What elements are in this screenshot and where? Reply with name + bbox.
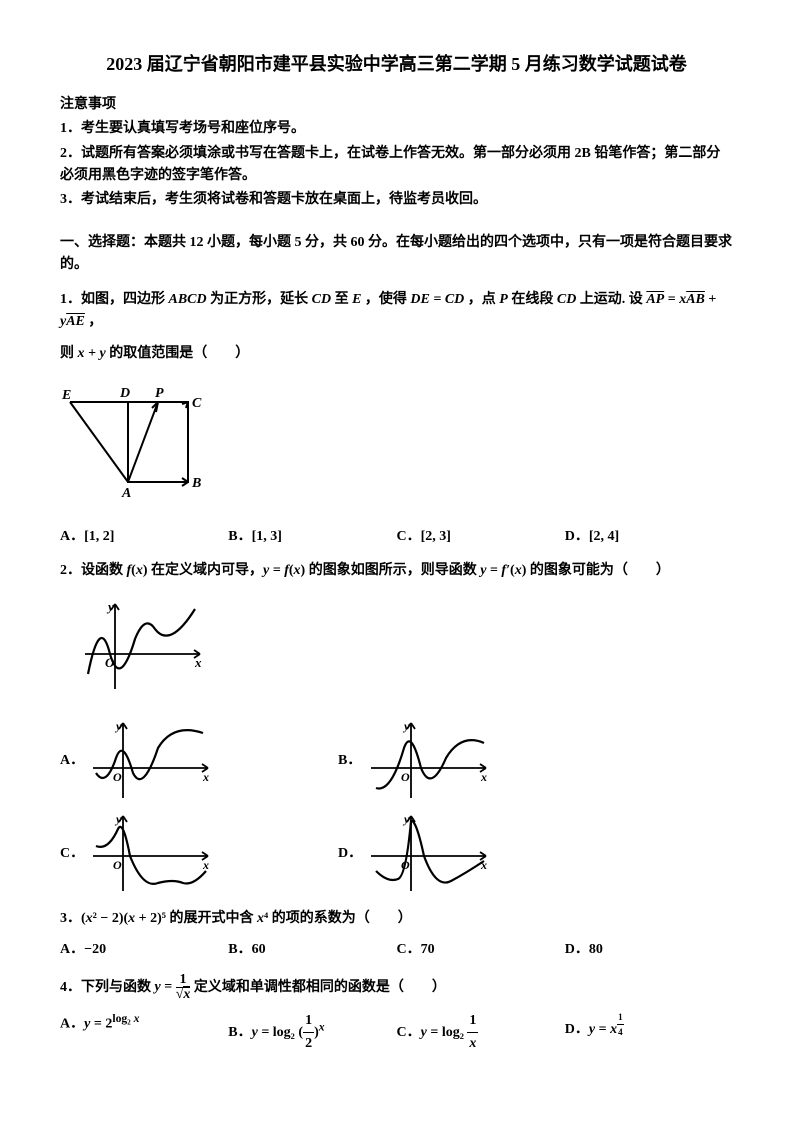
notice-item-3: 3．考试结束后，考生须将试卷和答题卡放在桌面上，待监考员收回。 <box>60 189 733 211</box>
svg-text:y: y <box>402 812 410 826</box>
q4-optD-pre: D． <box>565 1022 589 1037</box>
q2-text: 2．设函数 f(x) 在定义域内可导，y = f(x) 的图象如图所示，则导函数… <box>60 563 670 578</box>
notice-block: 注意事项 1．考生要认真填写考场号和座位序号。 2．试题所有答案必须填涂或书写在… <box>60 94 733 212</box>
question-4: 4．下列与函数 y = 1 √x 定义域和单调性都相同的函数是（ ） <box>60 973 733 1002</box>
svg-text:P: P <box>155 386 164 401</box>
q1-m2: 至 <box>331 292 352 307</box>
svg-text:O: O <box>401 770 410 784</box>
notice-item-2: 2．试题所有答案必须填涂或书写在答题卡上，在试卷上作答无效。第一部分必须用 2B… <box>60 143 733 188</box>
q2-labelB: B． <box>338 750 358 772</box>
q2-graphB: y x O <box>366 718 496 803</box>
question-3: 3．(x² − 2)(x + 2)⁵ 的展开式中含 x⁴ 的项的系数为（ ） <box>60 908 733 930</box>
q4-optC-pre: C． <box>397 1025 421 1040</box>
q1-prefix: 1．如图，四边形 <box>60 292 169 307</box>
q1-diagram: E D P C A B <box>60 382 210 502</box>
q3-optB: B．60 <box>228 939 396 961</box>
q1-m6: 上运动. 设 <box>576 292 646 307</box>
notice-item-1: 1．考生要认真填写考场号和座位序号。 <box>60 118 733 140</box>
svg-text:O: O <box>401 858 410 872</box>
svg-text:y: y <box>106 599 114 614</box>
q3-optC: C．70 <box>397 939 565 961</box>
svg-text:O: O <box>113 858 122 872</box>
q4-suffix: 定义域和单调性都相同的函数是（ ） <box>194 980 446 995</box>
q2-graphC: y x O <box>88 811 218 896</box>
question-2: 2．设函数 f(x) 在定义域内可导，y = f(x) 的图象如图所示，则导函数… <box>60 560 733 582</box>
q1-svg: E D P C A B <box>60 382 210 502</box>
q1-text: 1．如图，四边形 ABCD 为正方形，延长 CD 至 E ，使得 DE = CD… <box>60 292 716 329</box>
q1-optD: D．[2, 4] <box>565 526 733 548</box>
q1-options: A．[1, 2] B．[1, 3] C．[2, 3] D．[2, 4] <box>60 526 733 548</box>
q4-optB-pre: B． <box>228 1025 251 1040</box>
notice-header: 注意事项 <box>60 94 733 116</box>
svg-text:x: x <box>202 770 209 784</box>
svg-text:y: y <box>114 812 122 826</box>
q4-optA: A．y = 2log₂ x <box>60 1010 228 1056</box>
q4-options: A．y = 2log₂ x B．y = log₂ (12)x C．y = log… <box>60 1010 733 1056</box>
q2-main-svg: y x O <box>80 599 210 694</box>
q4-optB: B．y = log₂ (12)x <box>228 1010 396 1056</box>
q1-optA: A．[1, 2] <box>60 526 228 548</box>
svg-text:E: E <box>61 388 71 403</box>
q2-labelA: A． <box>60 750 80 772</box>
svg-text:y: y <box>402 719 410 733</box>
svg-text:C: C <box>192 396 202 411</box>
q1-optB: B．[1, 3] <box>228 526 396 548</box>
q1-m7: ， <box>85 314 103 329</box>
section1-header: 一、选择题：本题共 12 小题，每小题 5 分，共 60 分。在每小题给出的四个… <box>60 232 733 277</box>
q4-optD: D．y = x14 <box>565 1010 733 1056</box>
q4-optA-pre: A． <box>60 1017 84 1032</box>
q1-m1: 为正方形，延长 <box>207 292 312 307</box>
q2-graphD: y x O <box>366 811 496 896</box>
q4-optC: C．y = log₂ 1x <box>397 1010 565 1056</box>
q1-m3: ，使得 <box>361 292 410 307</box>
q3-options: A．−20 B．60 C．70 D．80 <box>60 939 733 961</box>
q4-text: 4．下列与函数 y = 1 √x 定义域和单调性都相同的函数是（ ） <box>60 980 446 995</box>
q3-text: 3．(x² − 2)(x + 2)⁵ 的展开式中含 x⁴ 的项的系数为（ ） <box>60 911 412 926</box>
svg-text:O: O <box>113 770 122 784</box>
svg-text:x: x <box>194 655 202 670</box>
q1-line2: 则 x + y 的取值范围是（ ） <box>60 343 733 365</box>
question-1: 1．如图，四边形 ABCD 为正方形，延长 CD 至 E ，使得 DE = CD… <box>60 289 733 366</box>
q2-labelD: D． <box>338 843 358 865</box>
svg-text:x: x <box>480 770 487 784</box>
exam-title: 2023 届辽宁省朝阳市建平县实验中学高三第二学期 5 月练习数学试题试卷 <box>60 50 733 79</box>
q1-m4: ，点 <box>464 292 499 307</box>
q2-rowAB: A． y x O B． y x O <box>60 718 733 803</box>
q2-graphA: y x O <box>88 718 218 803</box>
svg-text:x: x <box>480 858 487 872</box>
q3-optD: D．80 <box>565 939 733 961</box>
q2-labelC: C． <box>60 843 80 865</box>
q3-optA: A．−20 <box>60 939 228 961</box>
q1-m5: 在线段 <box>508 292 557 307</box>
svg-text:D: D <box>119 386 130 401</box>
svg-text:A: A <box>121 486 131 501</box>
svg-text:O: O <box>105 655 115 670</box>
q2-main-graph: y x O <box>80 599 210 694</box>
q1-optC: C．[2, 3] <box>397 526 565 548</box>
q2-rowCD: C． y x O D． y x O <box>60 811 733 896</box>
q4-prefix: 4．下列与函数 <box>60 980 155 995</box>
svg-text:y: y <box>114 719 122 733</box>
svg-text:B: B <box>191 476 201 491</box>
svg-text:x: x <box>202 858 209 872</box>
